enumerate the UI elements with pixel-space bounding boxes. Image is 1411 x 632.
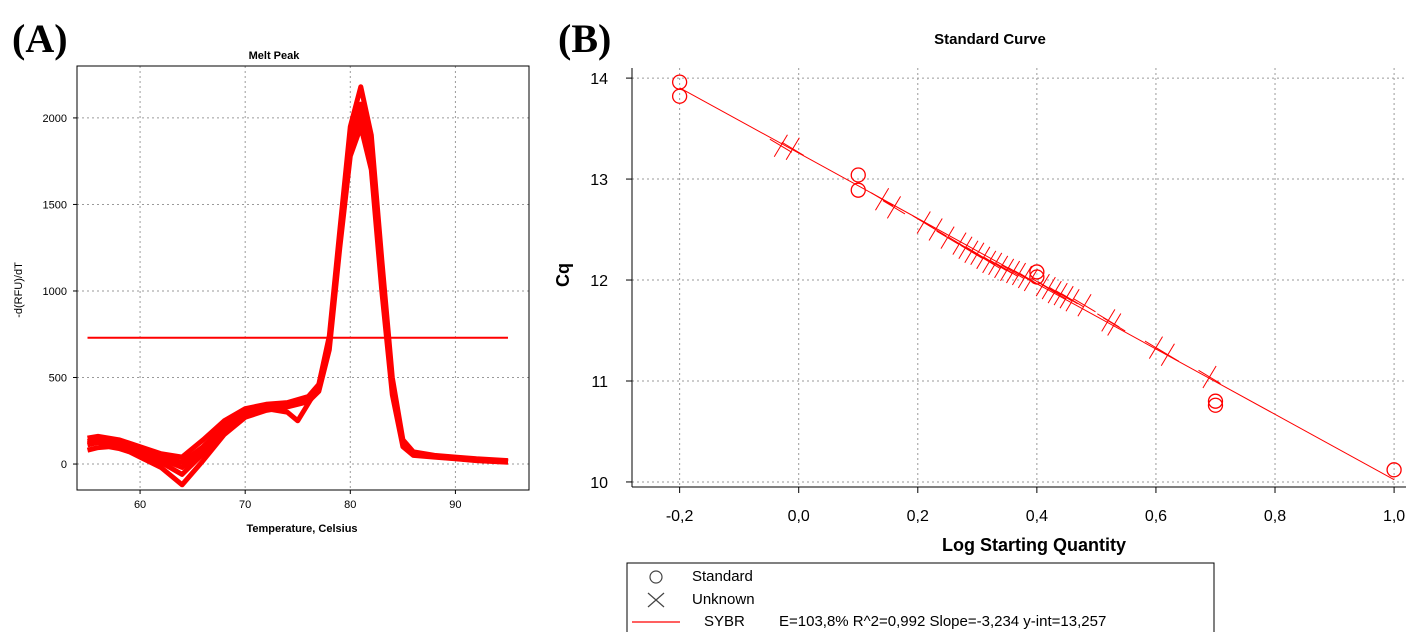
standard-point bbox=[1029, 264, 1045, 280]
standard-curve-ticks: -0,2 0,0 0,2 0,4 0,6 0,8 1,0 10 11 12 13 14 bbox=[590, 71, 1405, 525]
unknown-point bbox=[882, 196, 906, 219]
unknown-point bbox=[960, 240, 983, 264]
standard-point bbox=[671, 74, 688, 90]
standard-point bbox=[671, 88, 688, 104]
unknown-point bbox=[1073, 294, 1096, 317]
unknown-point bbox=[977, 250, 1001, 274]
legend-cross-icon bbox=[647, 592, 665, 608]
standard-curve-title: Standard Curve bbox=[934, 31, 1046, 48]
unknown-point bbox=[1103, 313, 1126, 336]
melt-curve-5 bbox=[87, 101, 509, 470]
x-tick-label: 70 bbox=[239, 499, 251, 511]
standard-point bbox=[850, 167, 866, 183]
panel-b-label: (B) bbox=[558, 16, 611, 61]
melt-peak-curves bbox=[86, 84, 509, 488]
unknown-point bbox=[870, 187, 894, 211]
legend-fit-name: SYBR bbox=[704, 613, 745, 630]
legend-circle-icon bbox=[649, 570, 663, 584]
unknown-point bbox=[1043, 280, 1066, 304]
standard-curve-axes bbox=[631, 68, 1406, 488]
melt-peak-y-axis-label: -d(RFU)/dT bbox=[13, 262, 25, 318]
legend-standard-label: Standard bbox=[692, 568, 753, 585]
legend-box bbox=[626, 562, 1215, 632]
x-tick-label: 0,2 bbox=[907, 508, 929, 525]
x-tick-label: 0,8 bbox=[1264, 508, 1286, 525]
x-tick-label: -0,2 bbox=[666, 508, 694, 525]
y-tick-label: 2000 bbox=[43, 113, 67, 125]
x-tick-label: 90 bbox=[449, 499, 461, 511]
unknown-point bbox=[1061, 288, 1084, 312]
melt-peak-x-axis-label: Temperature, Celsius bbox=[246, 523, 357, 535]
y-tick-label: 1000 bbox=[43, 286, 67, 298]
y-tick-label: 12 bbox=[590, 273, 608, 290]
x-tick-label: 0,6 bbox=[1145, 508, 1167, 525]
x-tick-label: 0,0 bbox=[788, 508, 810, 525]
melt-peak-ticks: 60 70 80 90 0 500 1000 1500 2000 bbox=[43, 113, 462, 511]
y-tick-label: 0 bbox=[61, 459, 67, 471]
y-tick-label: 13 bbox=[590, 172, 608, 189]
legend-unknown-label: Unknown bbox=[692, 591, 755, 608]
standard-point bbox=[850, 182, 866, 198]
unknown-point bbox=[769, 134, 793, 157]
x-tick-label: 60 bbox=[134, 499, 146, 511]
y-tick-label: 10 bbox=[590, 475, 608, 492]
melt-peak-frame bbox=[76, 65, 530, 491]
standard-curve-points bbox=[671, 74, 1402, 478]
unknown-point bbox=[1198, 365, 1221, 389]
x-tick-label: 1,0 bbox=[1383, 508, 1405, 525]
standard-curve-legend: Standard Unknown SYBR E=103,8% R^2=0,992… bbox=[626, 562, 1215, 632]
x-tick-label: 80 bbox=[344, 499, 356, 511]
y-tick-label: 11 bbox=[591, 374, 608, 391]
unknown-point bbox=[995, 258, 1019, 282]
unknown-point bbox=[936, 226, 959, 249]
standard-point bbox=[1207, 397, 1224, 413]
y-tick-label: 500 bbox=[49, 373, 67, 385]
x-tick-label: 0,4 bbox=[1026, 508, 1048, 525]
melt-peak-grid bbox=[77, 66, 529, 490]
standard-point bbox=[1386, 462, 1402, 478]
y-tick-label: 14 bbox=[590, 71, 608, 88]
standard-curve-grid bbox=[632, 68, 1406, 487]
y-tick-label: 1500 bbox=[43, 199, 67, 211]
standard-curve-y-axis-label: Cq bbox=[553, 263, 573, 287]
melt-peak-title: Melt Peak bbox=[249, 50, 301, 62]
unknown-point bbox=[781, 137, 805, 161]
legend-fit-stats: E=103,8% R^2=0,992 Slope=-3,234 y-int=13… bbox=[779, 613, 1106, 630]
melt-curve-2 bbox=[86, 124, 509, 488]
unknown-point bbox=[1001, 260, 1025, 284]
unknown-point bbox=[1019, 268, 1043, 292]
standard-curve-x-axis-label: Log Starting Quantity bbox=[942, 535, 1126, 555]
unknown-point bbox=[912, 211, 935, 234]
standard-point bbox=[1207, 393, 1224, 409]
melt-curve-1 bbox=[87, 106, 509, 465]
unknown-point bbox=[924, 218, 947, 241]
unknown-point bbox=[1156, 343, 1180, 366]
panel-a-label: (A) bbox=[12, 16, 68, 61]
